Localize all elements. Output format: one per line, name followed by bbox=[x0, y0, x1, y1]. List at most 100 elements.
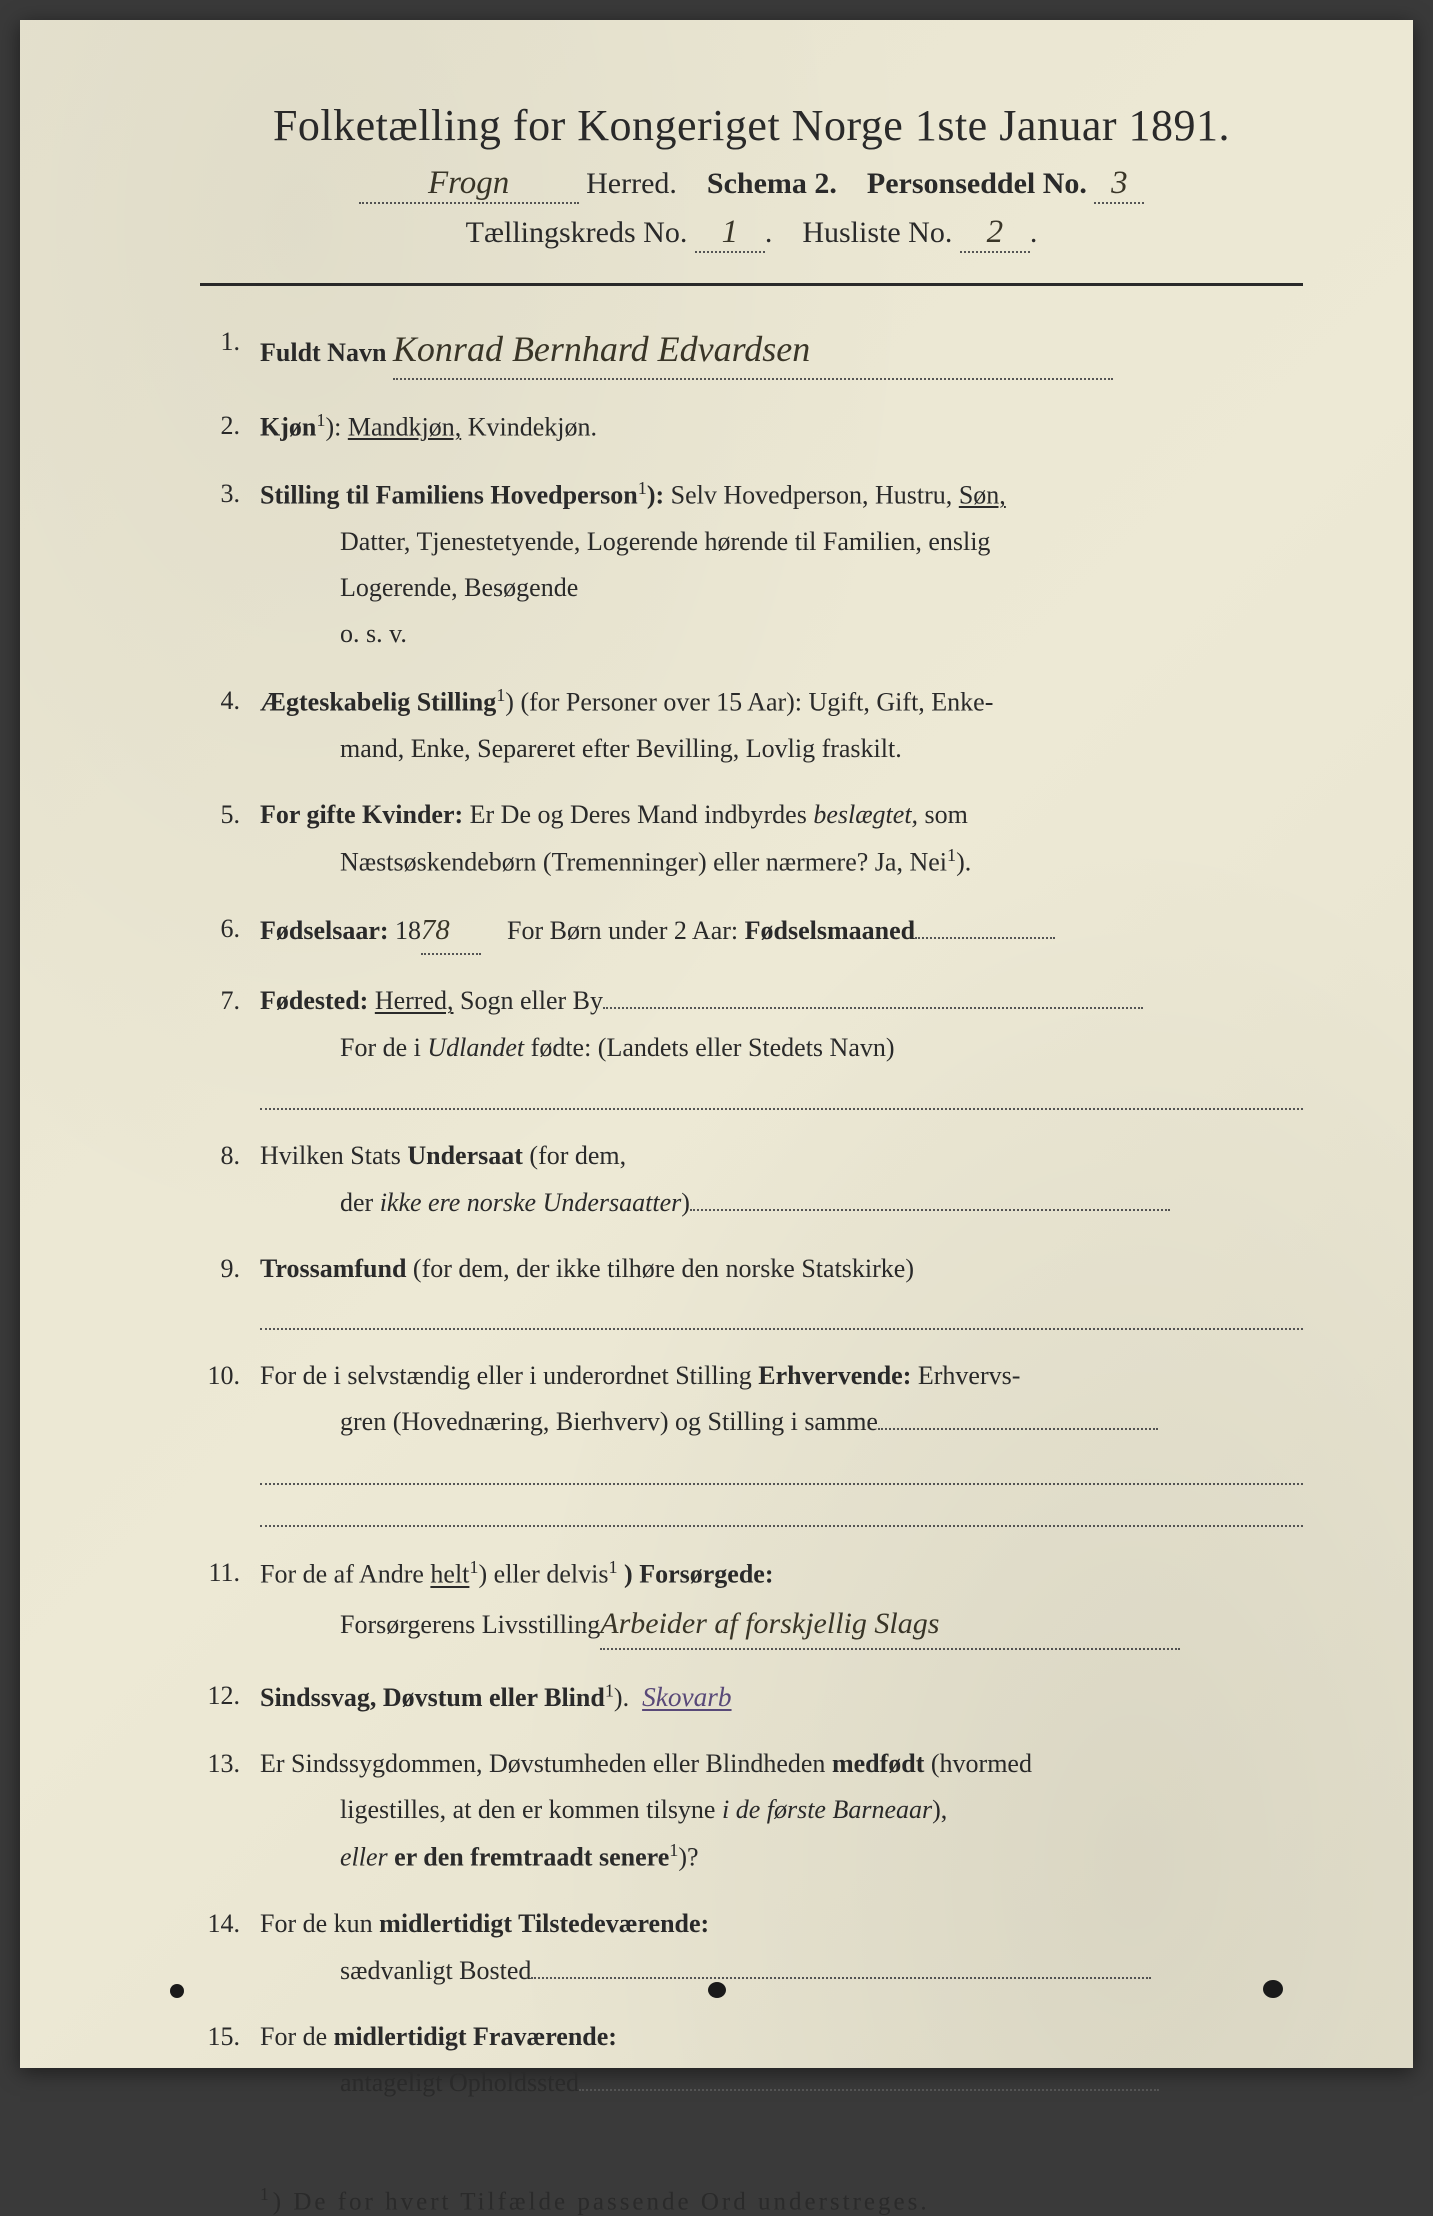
item-8-text1: Hvilken Stats bbox=[260, 1141, 401, 1170]
punch-hole-center bbox=[708, 1982, 726, 1998]
item-13-line2a: ligestilles, at den er kommen tilsyne bbox=[340, 1795, 715, 1824]
item-2-body: Kjøn1): Mandkjøn, Kvindekjøn. bbox=[260, 406, 1303, 448]
item-11-sup2: 1 bbox=[608, 1557, 617, 1577]
item-3-body: Stilling til Familiens Hovedperson1): Se… bbox=[260, 474, 1303, 655]
item-14-label: midlertidigt Tilstedeværende: bbox=[379, 1909, 709, 1938]
item-5: 5. For gifte Kvinder: Er De og Deres Man… bbox=[200, 795, 1303, 883]
item-4: 4. Ægteskabelig Stilling1) (for Personer… bbox=[200, 681, 1303, 769]
item-13-text1: Er Sindssygdommen, Døvstumheden eller Bl… bbox=[260, 1749, 825, 1778]
item-7-line2a: For de i bbox=[340, 1033, 421, 1062]
item-12-label-b: ). bbox=[614, 1683, 629, 1712]
item-13-line3b: er den fremtraadt senere bbox=[394, 1843, 669, 1872]
item-11-text2: ) eller delvis bbox=[479, 1560, 609, 1589]
item-15: 15. For de midlertidigt Fraværende: anta… bbox=[200, 2017, 1303, 2104]
item-7-i1: Udlandet bbox=[427, 1033, 524, 1062]
item-2-opt2: Kvindekjøn. bbox=[468, 412, 597, 441]
item-14-body: For de kun midlertidigt Tilstedeværende:… bbox=[260, 1904, 1303, 1991]
item-10-body: For de i selvstændig eller i underordnet… bbox=[260, 1356, 1303, 1527]
header-line-2: Tællingskreds No. 1. Husliste No. 2. bbox=[200, 214, 1303, 253]
item-10-text2: Erhvervs- bbox=[918, 1361, 1021, 1390]
item-15-blank bbox=[579, 2089, 1159, 2091]
item-12-sup: 1 bbox=[605, 1680, 614, 1700]
item-5-body: For gifte Kvinder: Er De og Deres Mand i… bbox=[260, 795, 1303, 883]
item-4-num: 4. bbox=[200, 681, 260, 769]
item-9-label: Trossamfund bbox=[260, 1254, 406, 1283]
item-1-num: 1. bbox=[200, 322, 260, 380]
item-14-num: 14. bbox=[200, 1904, 260, 1991]
item-13-line3c: )? bbox=[678, 1843, 698, 1872]
item-8: 8. Hvilken Stats Undersaat (for dem, der… bbox=[200, 1136, 1303, 1223]
personseddel-label: Personseddel No. bbox=[867, 167, 1087, 200]
item-5-line2b: ). bbox=[956, 848, 971, 877]
item-15-line2-wrap: antageligt Opholdssted bbox=[260, 2063, 1303, 2103]
item-8-line2b: ) bbox=[681, 1188, 690, 1217]
item-1: 1. Fuldt Navn Konrad Bernhard Edvardsen bbox=[200, 322, 1303, 380]
item-1-label: Fuldt Navn bbox=[260, 338, 386, 367]
item-14-line2-wrap: sædvanligt Bosted bbox=[260, 1951, 1303, 1991]
form-title: Folketælling for Kongeriget Norge 1ste J… bbox=[200, 100, 1303, 151]
item-8-label: Undersaat bbox=[407, 1141, 523, 1170]
item-7-num: 7. bbox=[200, 981, 260, 1110]
item-12: 12. Sindssvag, Døvstum eller Blind1). Sk… bbox=[200, 1676, 1303, 1718]
item-8-text2: (for dem, bbox=[529, 1141, 626, 1170]
item-6-label2: Fødselsmaaned bbox=[745, 916, 915, 945]
item-7-blank2 bbox=[260, 1074, 1303, 1110]
item-3-line4: o. s. v. bbox=[260, 614, 1303, 654]
item-4-label: Ægteskabelig Stilling bbox=[260, 687, 496, 716]
item-4-label-b: ) (for Personer over 15 Aar): Ugift, Gif… bbox=[505, 687, 993, 716]
item-11-line2-wrap: Forsørgerens LivsstillingArbeider af for… bbox=[260, 1601, 1303, 1650]
husliste-label: Husliste No. bbox=[802, 216, 952, 249]
item-7-line2-wrap: For de i Udlandet fødte: (Landets eller … bbox=[260, 1028, 1303, 1068]
item-3-line1a: Selv Hovedperson, Hustru, bbox=[671, 480, 953, 509]
item-8-body: Hvilken Stats Undersaat (for dem, der ik… bbox=[260, 1136, 1303, 1223]
census-form-page: Folketælling for Kongeriget Norge 1ste J… bbox=[20, 20, 1413, 2068]
form-items: 1. Fuldt Navn Konrad Bernhard Edvardsen … bbox=[200, 322, 1303, 2104]
item-6-num: 6. bbox=[200, 909, 260, 955]
item-11-text1: For de af Andre bbox=[260, 1560, 424, 1589]
item-5-sup: 1 bbox=[947, 845, 956, 865]
item-9-text: (for dem, der ikke tilhøre den norske St… bbox=[413, 1254, 914, 1283]
item-10-blank1 bbox=[878, 1428, 1158, 1430]
item-7: 7. Fødested: Herred, Sogn eller By For d… bbox=[200, 981, 1303, 1110]
item-11-label: ) Forsørgede: bbox=[624, 1560, 773, 1589]
item-15-line2: antageligt Opholdssted bbox=[340, 2068, 579, 2097]
item-9-body: Trossamfund (for dem, der ikke tilhøre d… bbox=[260, 1249, 1303, 1330]
item-13-body: Er Sindssygdommen, Døvstumheden eller Bl… bbox=[260, 1744, 1303, 1879]
item-13-text2: (hvormed bbox=[931, 1749, 1032, 1778]
taellingskreds-no: 1 bbox=[695, 214, 765, 253]
punch-hole-left bbox=[170, 1984, 184, 1998]
item-2-label-a: Kjøn bbox=[260, 412, 316, 441]
item-5-line2-wrap: Næstsøskendebørn (Tremenninger) eller næ… bbox=[260, 841, 1303, 883]
item-5-i1: beslægtet, bbox=[813, 800, 918, 829]
item-3-son: Søn, bbox=[959, 480, 1006, 509]
item-10-blank2 bbox=[260, 1448, 1303, 1484]
footnote-sup: 1 bbox=[260, 2184, 273, 2204]
item-9: 9. Trossamfund (for dem, der ikke tilhør… bbox=[200, 1249, 1303, 1330]
personseddel-no: 3 bbox=[1094, 165, 1144, 204]
item-13-i2: eller bbox=[340, 1843, 388, 1872]
item-7-text1: Sogn eller By bbox=[460, 986, 603, 1015]
item-9-blank bbox=[260, 1293, 1303, 1329]
item-5-line2a: Næstsøskendebørn (Tremenninger) eller næ… bbox=[340, 848, 947, 877]
item-10: 10. For de i selvstændig eller i underor… bbox=[200, 1356, 1303, 1527]
item-15-body: For de midlertidigt Fraværende: antageli… bbox=[260, 2017, 1303, 2104]
item-8-line2-wrap: der ikke ere norske Undersaatter) bbox=[260, 1183, 1303, 1223]
item-5-label: For gifte Kvinder: bbox=[260, 800, 463, 829]
item-8-line2a: der bbox=[340, 1188, 373, 1217]
item-11-hand: Arbeider af forskjellig Slags bbox=[600, 1601, 1180, 1650]
item-1-body: Fuldt Navn Konrad Bernhard Edvardsen bbox=[260, 322, 1303, 380]
item-2-label-b: ): bbox=[325, 412, 341, 441]
item-3-sup: 1 bbox=[638, 478, 647, 498]
taellingskreds-label: Tællingskreds No. bbox=[466, 216, 688, 249]
item-6-text2: For Børn under 2 Aar: bbox=[507, 916, 738, 945]
item-11-num: 11. bbox=[200, 1553, 260, 1649]
item-3: 3. Stilling til Familiens Hovedperson1):… bbox=[200, 474, 1303, 655]
item-7-blank1 bbox=[603, 1007, 1143, 1009]
item-3-line2: Datter, Tjenestetyende, Logerende hørend… bbox=[260, 522, 1303, 562]
husliste-no: 2 bbox=[960, 214, 1030, 253]
item-7-label: Fødested: bbox=[260, 986, 368, 1015]
item-13-line3-wrap: eller er den fremtraadt senere1)? bbox=[260, 1836, 1303, 1878]
herred-label: Herred. bbox=[586, 167, 677, 200]
item-5-text2: som bbox=[925, 800, 968, 829]
item-13: 13. Er Sindssygdommen, Døvstumheden elle… bbox=[200, 1744, 1303, 1879]
